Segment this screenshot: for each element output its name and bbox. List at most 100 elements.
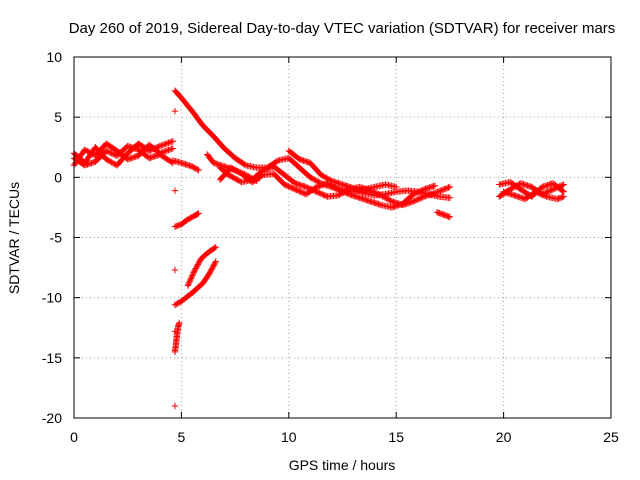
data-point [341,189,349,196]
data-point [165,146,172,154]
data-point [288,184,295,191]
data-point [103,147,110,155]
data-point [533,189,541,196]
data-point [82,147,90,154]
y-tick-label: 10 [46,49,62,65]
data-point [185,279,193,286]
data-point-isolated [171,328,179,335]
data-point [206,270,213,277]
data-point [108,159,115,166]
data-point [158,142,165,149]
data-point [412,196,420,204]
data-point [351,185,358,192]
data-point [438,187,445,194]
data-point [193,262,201,270]
data-point [323,174,330,182]
data-point [297,188,304,195]
data-point [81,146,88,153]
data-point [212,243,219,251]
data-point-isolated [171,187,179,194]
data-point [166,146,174,153]
data-point [109,159,117,167]
data-point [536,190,544,197]
data-point [188,273,195,281]
data-point [283,182,291,189]
data-point [156,142,164,150]
x-tick-label: 15 [388,429,404,445]
data-point [249,175,256,182]
x-tick-label: 0 [70,429,78,445]
x-tick-label: 20 [496,429,512,445]
data-points [70,87,567,410]
data-point [560,181,567,188]
data-point [86,149,94,156]
tick-marks [73,56,612,419]
data-point [194,210,201,218]
data-point [286,183,294,191]
data-point [439,186,447,193]
x-tick-labels: 0 5 10 15 20 25 [70,429,619,445]
data-point [104,148,111,155]
data-point [241,161,248,168]
data-point [162,140,169,148]
data-point [189,270,197,278]
data-point [386,196,393,204]
data-point [359,189,366,196]
data-point [186,278,193,285]
x-axis-label: GPS time / hours [289,457,396,473]
data-point [309,175,317,183]
data-point [321,192,328,199]
data-point [344,190,351,197]
data-point [243,172,251,179]
data-point [324,175,331,182]
data-point [320,173,327,180]
data-point-isolated [171,266,179,274]
y-tick-label: -10 [42,290,62,306]
data-point [542,192,549,200]
data-point [209,263,217,271]
data-point [103,156,110,163]
y-axis-label: SDTVAR / TECUs [6,182,22,294]
data-point [191,267,198,275]
data-point [545,187,553,195]
data-point [560,193,567,200]
data-point [208,265,216,272]
data-point [252,176,259,184]
data-point [250,176,258,183]
chart-title: Day 260 of 2019, Sidereal Day-to-day VTE… [69,20,616,37]
data-point [85,148,92,156]
data-point [437,187,444,194]
data-point [350,184,357,192]
data-point [354,186,361,194]
data-point [211,259,219,267]
data-point [352,186,360,193]
data-point [414,196,421,203]
data-point [231,166,239,174]
data-point [384,195,392,203]
data-point [446,213,454,221]
data-point [195,166,202,174]
data-point [320,191,327,198]
data-point [431,182,439,189]
data-point [537,190,545,198]
data-point [292,186,299,193]
data-point [356,187,364,195]
data-point [169,145,177,152]
data-point [355,187,362,194]
data-point [316,189,323,197]
data-point [104,156,111,164]
data-point [107,149,114,156]
x-tick-label: 10 [281,429,297,445]
data-point [109,150,117,158]
data-point [446,194,454,201]
data-point [166,139,174,146]
data-point-isolated [171,402,179,410]
x-tick-label: 5 [178,429,186,445]
data-point [307,174,314,181]
data-point [289,184,296,192]
data-point [418,194,425,201]
data-point [333,185,341,192]
data-point-isolated [171,107,179,115]
